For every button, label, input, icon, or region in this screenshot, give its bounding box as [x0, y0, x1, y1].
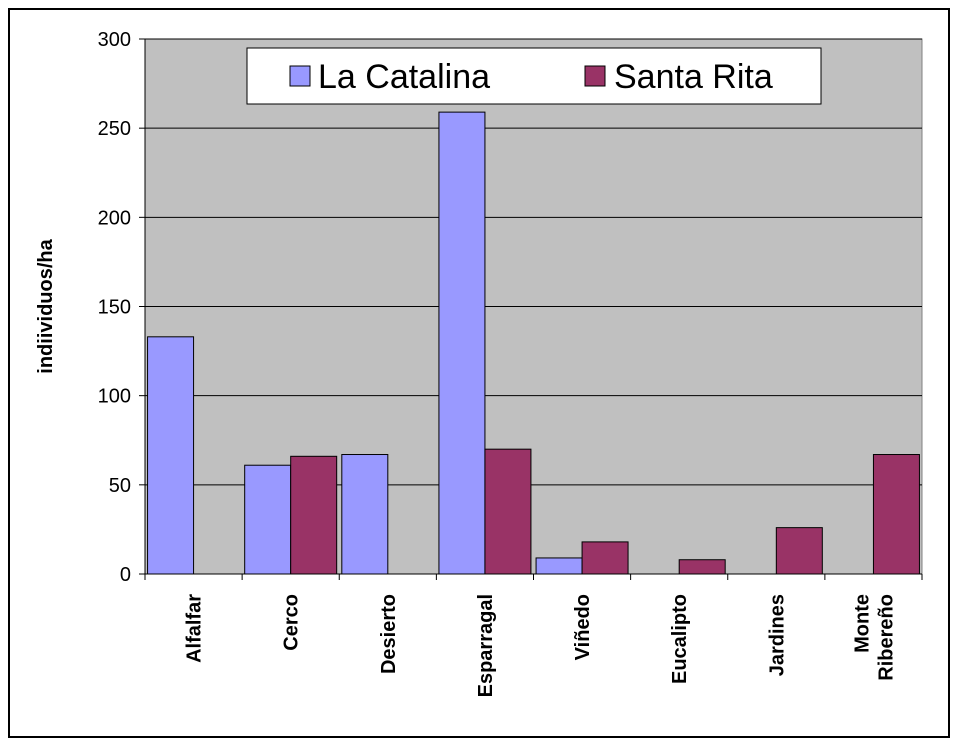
- x-category-label: Viñedo: [572, 594, 594, 660]
- y-tick-label: 150: [98, 297, 131, 319]
- bar-santa-rita-viñedo: [581, 541, 629, 575]
- y-tick-label: 300: [98, 29, 131, 51]
- legend-swatch: [584, 65, 606, 87]
- y-tick-label: 250: [98, 118, 131, 140]
- x-category-label: Cerco: [281, 594, 303, 651]
- y-tick-label: 50: [109, 475, 131, 497]
- legend-box: [246, 47, 822, 105]
- x-category-label: Desierto: [378, 594, 400, 674]
- y-tick-label: 100: [98, 386, 131, 408]
- bar-santa-rita-eucalipto: [678, 559, 726, 575]
- legend-label: Santa Rita: [614, 58, 773, 96]
- x-category-label: Eucalipto: [669, 594, 691, 684]
- bar-la-catalina-esparragal: [438, 111, 486, 575]
- bar-la-catalina-desierto: [341, 454, 389, 575]
- y-tick-label: 200: [98, 207, 131, 229]
- bar-santa-rita-cerco: [290, 455, 338, 575]
- bar-la-catalina-cerco: [244, 464, 292, 575]
- legend-swatch: [289, 65, 311, 87]
- x-category-label: Alfalfar: [184, 594, 206, 663]
- y-axis-title: indiividuos/ha: [35, 238, 57, 373]
- bar-santa-rita-monte-ribereño: [872, 454, 920, 575]
- bar-santa-rita-esparragal: [484, 448, 532, 575]
- bars: [147, 111, 920, 575]
- x-category-label: Monte Ribereño: [851, 594, 897, 681]
- x-category-label: Jardines: [766, 594, 788, 676]
- axes: 0 50 100 150 200 250 300 Alfalfar Cerco Desierto E…: [98, 29, 923, 697]
- bar-la-catalina-viñedo: [535, 557, 583, 575]
- y-tick-label: 0: [120, 564, 131, 586]
- legend-label: La Catalina: [318, 58, 490, 96]
- x-category-label: Esparragal: [475, 594, 497, 697]
- bar-santa-rita-jardines: [775, 527, 823, 575]
- legend: La Catalina Santa Rita: [246, 47, 822, 105]
- bar-la-catalina-alfalfar: [147, 336, 195, 575]
